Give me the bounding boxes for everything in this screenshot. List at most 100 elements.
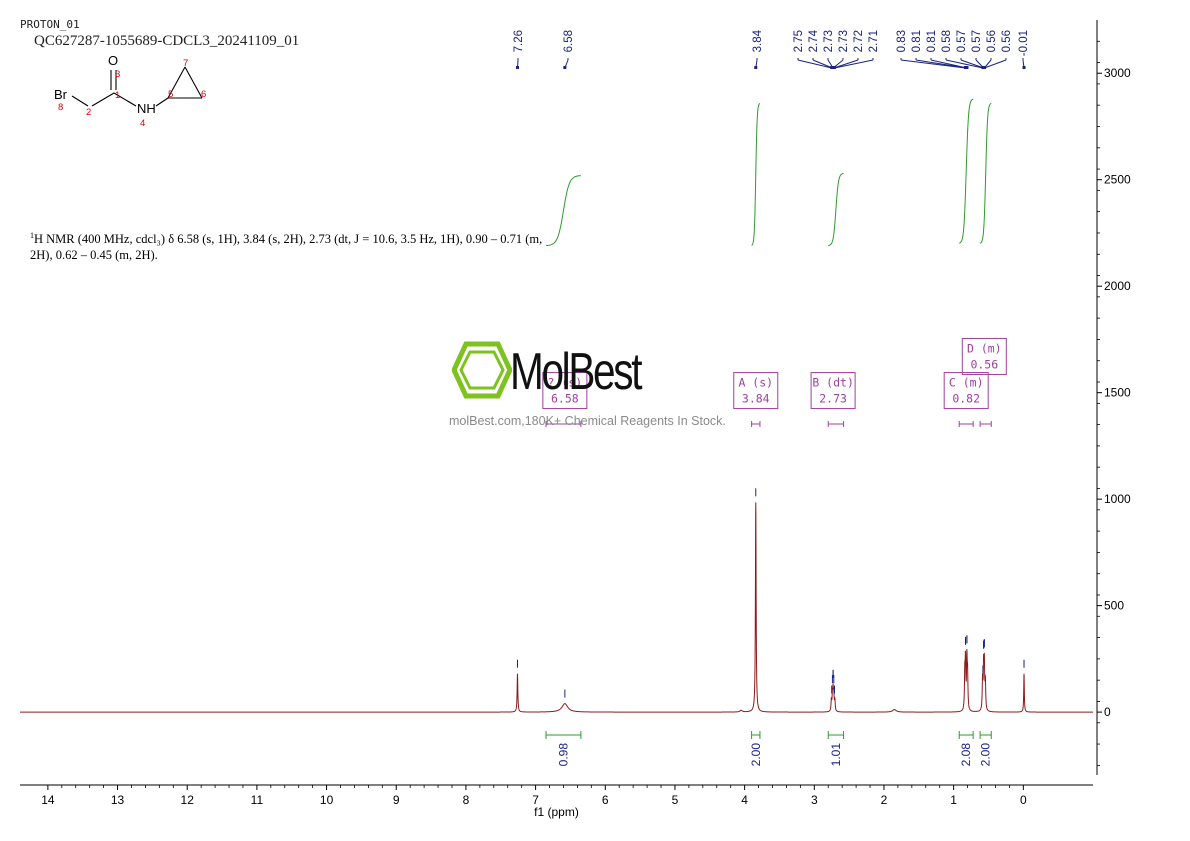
peak-label: 0.56 <box>986 30 998 52</box>
peak-label: 2.74 <box>808 29 820 52</box>
multiplet-shift: 0.56 <box>970 357 998 371</box>
x-tick-label: 9 <box>393 793 400 807</box>
x-tick-label: 13 <box>111 793 125 807</box>
peak-label-connector <box>833 59 859 69</box>
x-tick-label: 10 <box>320 793 334 807</box>
multiplet-name: C (m) <box>949 376 984 390</box>
watermark-tagline: molBest.com,180K+ Chemical Reagents In S… <box>449 414 726 428</box>
peak-label: 0.57 <box>971 30 983 52</box>
nucleus-superscript: 1 <box>30 231 34 240</box>
atom-bromine: Br <box>54 87 68 102</box>
peak-label-connector <box>984 59 1007 69</box>
summary-line-1: H NMR (400 MHz, cdcl₃) δ 6.58 (s, 1H), 3… <box>34 232 543 247</box>
atom-number-1: 1 <box>115 90 120 101</box>
spectrum-trace <box>20 502 1093 713</box>
atom-number-2: 2 <box>86 107 91 118</box>
peak-label: 0.81 <box>926 30 938 52</box>
x-tick-label: 5 <box>672 793 679 807</box>
y-tick-label: 2500 <box>1104 173 1131 187</box>
integral-value: 2.00 <box>749 743 763 767</box>
atom-nh: NH <box>137 101 156 116</box>
multiplet-box <box>733 372 779 410</box>
integral-curve <box>959 98 974 244</box>
x-tick-label: 2 <box>881 793 888 807</box>
multiplet-box <box>961 337 1007 375</box>
x-tick-label: 14 <box>41 793 55 807</box>
peak-label: 2.71 <box>868 30 880 52</box>
atom-number-3: 3 <box>115 69 120 80</box>
benzene-logo-icon <box>451 341 513 399</box>
watermark: MolBest <box>451 340 642 405</box>
molecule-structure: O NH Br 1 2 3 4 5 6 7 8 <box>54 53 206 129</box>
peak-label: 0.83 <box>896 30 908 52</box>
watermark-brand: MolBest <box>510 343 642 401</box>
peak-label: 0.56 <box>1001 30 1013 52</box>
peak-label-dot <box>965 66 969 69</box>
multiplet-shift: 2.73 <box>819 392 847 406</box>
multiplet-name: ? (s) <box>548 376 583 390</box>
peak-label: 2.73 <box>838 30 850 52</box>
multiplet-box <box>810 372 856 410</box>
atom-number-7: 7 <box>183 58 188 69</box>
integral-value: 2.08 <box>959 743 973 767</box>
peak-label: 0.58 <box>941 30 953 52</box>
peak-label: 2.75 <box>793 30 805 52</box>
y-tick-label: 1000 <box>1104 492 1131 506</box>
peak-label: 3.84 <box>752 29 764 52</box>
integral-curve <box>979 102 992 244</box>
y-tick-label: 3000 <box>1104 66 1131 80</box>
atom-number-5: 5 <box>168 89 173 100</box>
x-tick-label: 6 <box>602 793 609 807</box>
atom-number-6: 6 <box>201 89 206 100</box>
peak-label: 2.72 <box>853 30 865 52</box>
integral-value: 0.98 <box>556 743 570 767</box>
peak-label: -0.01 <box>1018 30 1030 56</box>
peak-label-dot <box>563 66 567 69</box>
x-axis-label: f1 (ppm) <box>534 805 579 819</box>
multiplet-box <box>943 372 989 410</box>
multiplet-shift: 6.58 <box>551 392 579 406</box>
x-tick-label: 0 <box>1020 793 1027 807</box>
multiplet-shift: 3.84 <box>742 392 770 406</box>
x-tick-label: 11 <box>251 793 264 807</box>
y-tick-label: 1500 <box>1104 386 1131 400</box>
peak-label: 7.26 <box>513 30 525 52</box>
x-tick-label: 7 <box>532 793 539 807</box>
peak-label-connector <box>797 59 832 69</box>
x-tick-label: 8 <box>463 793 470 807</box>
peak-label-connector <box>930 59 967 69</box>
integral-curve <box>828 173 844 247</box>
multiplet-name: A (s) <box>738 376 773 390</box>
peak-label-connector <box>812 59 833 69</box>
y-tick-label: 2000 <box>1104 279 1131 293</box>
peak-label-dot <box>982 66 986 69</box>
y-tick-label: 500 <box>1104 599 1124 613</box>
x-tick-label: 12 <box>181 793 195 807</box>
peak-label: 6.58 <box>563 30 575 52</box>
peak-label-connector <box>900 59 966 69</box>
sample-id: QC627287-1055689-CDCL3_20241109_01 <box>34 33 300 49</box>
x-tick-label: 4 <box>741 793 748 807</box>
peak-label-dot <box>833 66 837 69</box>
atom-number-4: 4 <box>140 118 145 129</box>
peak-label-connector <box>960 59 984 69</box>
peak-label-dot <box>515 66 519 69</box>
summary-line-2: 2H), 0.62 – 0.45 (m, 2H). <box>30 248 158 263</box>
peak-label: 0.81 <box>911 30 923 52</box>
peak-label: 0.57 <box>956 30 968 52</box>
peak-label-connector <box>945 59 984 69</box>
x-tick-label: 1 <box>950 793 957 807</box>
peak-label-dot <box>1022 66 1026 69</box>
integral-value: 1.01 <box>829 743 843 767</box>
peak-label-dot <box>754 66 758 69</box>
y-tick-label: 0 <box>1104 705 1111 719</box>
multiplet-box <box>542 372 588 410</box>
nmr-summary: 1H NMR (400 MHz, cdcl₃) δ 6.58 (s, 1H), … <box>30 228 590 263</box>
experiment-title: PROTON_01 <box>20 18 80 31</box>
integral-curve <box>751 102 761 246</box>
atom-number-8: 8 <box>58 102 63 113</box>
multiplet-name: B (dt) <box>812 376 854 390</box>
peak-label-connector <box>915 59 967 69</box>
